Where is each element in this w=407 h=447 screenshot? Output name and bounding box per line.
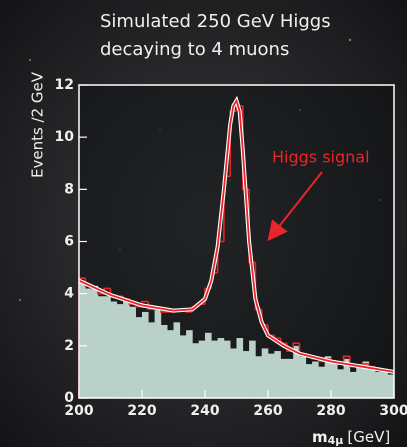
bar [136,317,143,398]
bar [224,341,231,398]
bar [111,301,118,398]
bar [123,299,130,398]
bar [199,341,206,398]
bar [98,296,105,398]
bar [356,364,363,398]
y-tick-label: 10 [55,129,75,145]
bar [79,283,86,398]
bar [375,372,382,398]
x-label-main: m [312,428,328,446]
bar [174,322,181,398]
bar [85,288,92,398]
x-tick-label: 260 [253,403,282,419]
bar [192,343,199,398]
bar [312,361,319,398]
bar [268,354,275,398]
bar [92,286,99,398]
bar [211,341,218,398]
bar [381,369,388,398]
annotation: Higgs signal [272,148,370,167]
chart-title: Simulated 250 GeV Higgs [100,11,331,32]
bar [274,351,281,398]
bar [155,307,162,398]
chart-title: decaying to 4 muons [100,39,289,60]
x-label-sub: 4μ [328,434,344,447]
bar [180,335,187,398]
bar [167,330,174,398]
y-tick-label: 8 [64,181,74,197]
bar [369,367,376,398]
bar [300,356,307,398]
y-tick-label: 12 [55,77,74,93]
y-tick-label: 4 [64,286,74,302]
bar [281,359,288,398]
bar [331,361,338,398]
bar [218,338,225,398]
x-axis-label: m4μ[GeV] [312,428,390,447]
chart: Simulated 250 GeV Higgs decaying to 4 mu… [0,0,407,447]
bar [104,296,111,398]
x-tick-label: 200 [64,403,93,419]
bar [205,333,212,398]
bar [306,364,313,398]
x-label-unit: [GeV] [347,428,390,446]
y-tick-label: 2 [64,338,74,354]
bar [186,330,193,398]
y-tick-label: 6 [64,234,74,250]
bar [148,322,155,398]
bar [161,325,168,398]
y-axis-label: Events /2 GeV [29,71,47,178]
x-tick-label: 280 [316,403,345,419]
bar [237,338,244,398]
x-tick-label: 300 [379,403,407,419]
bar [249,341,256,398]
bar [318,367,325,398]
x-tick-label: 220 [127,403,156,419]
bar [262,348,269,398]
bar [142,312,149,398]
bar [255,356,262,398]
bar [117,304,124,398]
bar [350,372,357,398]
bar [337,369,344,398]
bar [287,359,294,398]
bar [230,348,237,398]
x-tick-label: 240 [190,403,219,419]
bar [129,307,136,398]
bar [243,351,250,398]
